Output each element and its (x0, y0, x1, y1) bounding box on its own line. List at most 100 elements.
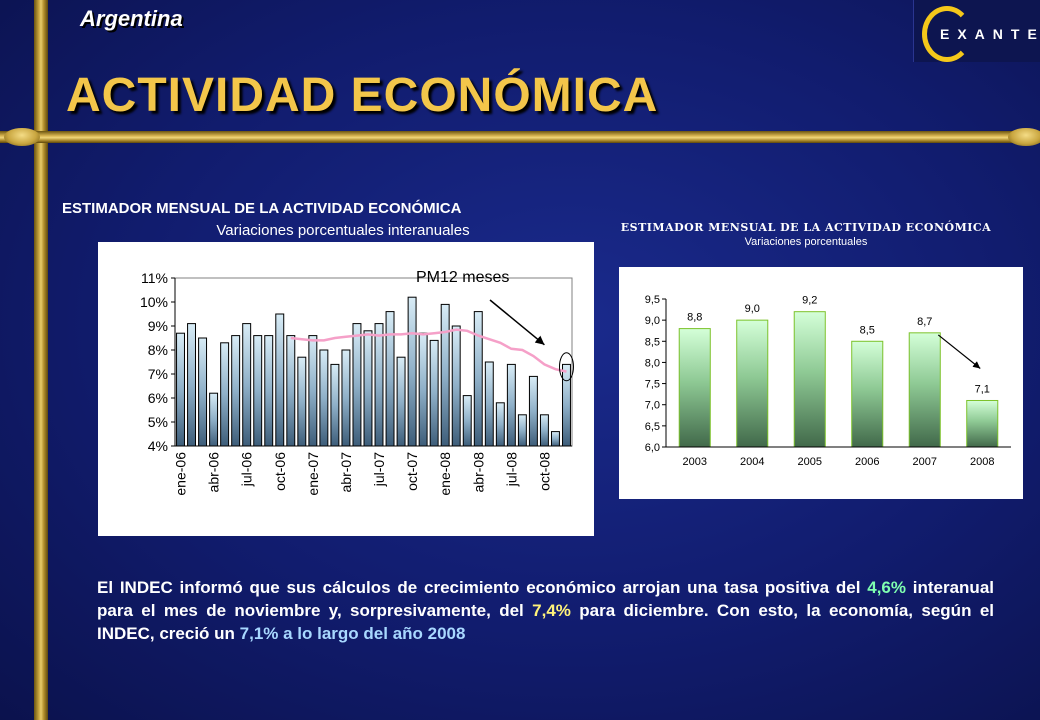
bar-month (396, 356, 406, 447)
plot-area (666, 299, 1011, 447)
country-label: Argentina (80, 6, 183, 31)
bar-month (264, 335, 274, 447)
bar-month (319, 349, 329, 447)
bar-month (363, 330, 373, 447)
y-tick-label: 8,0 (645, 357, 660, 369)
y-tick-label: 6,0 (645, 442, 660, 454)
y-tick-label: 4% (148, 438, 168, 454)
bar-month (506, 363, 516, 447)
bar-year (736, 319, 769, 448)
y-tick-label: 9,5 (645, 294, 660, 306)
bar-month (286, 335, 296, 447)
bar-month (451, 325, 461, 447)
trend-arrow (937, 334, 981, 369)
bar-month (385, 311, 395, 447)
bar-month (550, 431, 560, 447)
bar-month (539, 414, 549, 447)
chart2-subtitle: Variaciones porcentuales (744, 236, 868, 248)
data-label: 9,0 (745, 303, 760, 315)
x-tick-label: ene-08 (437, 452, 453, 496)
exante-logo: EXANTE (913, 0, 1040, 62)
y-tick-label: 11% (141, 270, 168, 286)
bar-month (242, 323, 252, 447)
highlight-value-december: 7,4% (532, 601, 571, 620)
data-label: 7,1 (975, 383, 990, 395)
bar-month (473, 311, 483, 447)
bar-month (253, 335, 263, 447)
y-tick-label: 7,0 (645, 400, 660, 412)
y-tick-label: 6% (148, 390, 168, 406)
bar-month (407, 296, 417, 447)
decorative-bar-cap-left (4, 128, 40, 146)
bar-year (793, 311, 826, 448)
x-tick-label: jul-06 (239, 452, 255, 487)
x-tick-label: 2003 (683, 456, 707, 468)
logo-wordmark: EXANTE (940, 26, 1040, 42)
bar-year (851, 340, 884, 448)
bar-month (352, 323, 362, 447)
bar-month (418, 332, 428, 447)
x-tick-label: 2008 (970, 456, 994, 468)
annotation-label: PM12 meses (416, 269, 509, 286)
bar-month (429, 339, 439, 447)
monthly-chart-panel: 4% 5% 6% 7% 8% 9% 10% 11% ene-06 abr-06 jul-06 oct-… (98, 242, 594, 536)
annual-chart-panel: 6,0 6,5 7,0 7,5 8,0 8,5 9,0 9,5 8,8 2003 9,0 2004 9,… (619, 267, 1023, 499)
bar-month (462, 395, 472, 447)
chart2-title: ESTIMADOR MENSUAL DE LA ACTIVIDAD ECONÓM… (620, 221, 992, 234)
bar-month (275, 313, 285, 447)
page-title: ACTIVIDAD ECONÓMICA (66, 69, 659, 122)
highlight-circle (558, 352, 574, 382)
data-label: 8,5 (860, 324, 875, 336)
y-tick-label: 9,0 (645, 315, 660, 327)
x-tick-label: abr-07 (338, 452, 354, 493)
bar-year (966, 399, 999, 448)
bar-month (374, 323, 384, 447)
y-tick-label: 7,5 (645, 379, 660, 391)
y-tick-label: 8,5 (645, 336, 660, 348)
x-tick-label: oct-08 (536, 452, 552, 491)
x-tick-label: abr-06 (206, 452, 222, 493)
y-tick-label: 6,5 (645, 421, 660, 433)
data-label: 8,7 (917, 316, 932, 328)
x-tick-label: jul-07 (371, 452, 387, 487)
x-tick-label: 2004 (740, 456, 764, 468)
x-tick-label: ene-07 (305, 452, 321, 496)
x-tick-label: jul-08 (503, 452, 519, 487)
logo-ring-icon (922, 6, 972, 62)
annotation-arrow (489, 299, 545, 346)
bar-month (198, 337, 208, 447)
bar-month (517, 414, 527, 447)
bar-month (187, 323, 197, 447)
decorative-horizontal-bar (0, 131, 1040, 143)
bar-month (330, 363, 340, 447)
bar-month (484, 361, 494, 447)
x-tick-label: 2005 (798, 456, 822, 468)
bar-month (495, 402, 505, 447)
annual-bar-chart: 6,0 6,5 7,0 7,5 8,0 8,5 9,0 9,5 8,8 2003 9,0 2004 9,… (645, 294, 1011, 468)
y-tick-label: 8% (148, 342, 168, 358)
decorative-vertical-bar (34, 0, 48, 720)
bar-month (220, 342, 230, 447)
moving-average-line (290, 328, 567, 373)
y-tick-label: 7% (148, 366, 168, 382)
bar-month (341, 349, 351, 447)
highlight-value-november: 4,6% (867, 578, 906, 597)
chart1-title: ESTIMADOR MENSUAL DE LA ACTIVIDAD ECONÓM… (62, 200, 462, 217)
x-tick-label: abr-08 (470, 452, 486, 493)
paragraph-text-3: para diciembre. Con esto, la economía, s… (97, 601, 994, 643)
x-tick-label: oct-07 (404, 452, 420, 491)
highlight-value-annual: 7,1% a lo largo del año 2008 (239, 624, 466, 643)
bar-month (528, 375, 538, 447)
x-tick-label: ene-06 (173, 452, 189, 496)
chart1-subtitle: Variaciones porcentuales interanuales (216, 222, 470, 239)
summary-paragraph: El INDEC informó que sus cálculos de cre… (97, 576, 994, 645)
bar-month (209, 392, 219, 447)
y-tick-label: 5% (148, 414, 168, 430)
bar-month (297, 356, 307, 447)
bar-year (908, 332, 941, 448)
paragraph-text-2: interanual para el mes de noviembre y, s… (97, 578, 994, 620)
data-label: 8,8 (687, 312, 702, 324)
y-tick-label: 9% (148, 318, 168, 334)
data-label: 9,2 (802, 295, 817, 307)
monthly-bar-chart: 4% 5% 6% 7% 8% 9% 10% 11% ene-06 abr-06 jul-06 oct-… (140, 269, 574, 496)
